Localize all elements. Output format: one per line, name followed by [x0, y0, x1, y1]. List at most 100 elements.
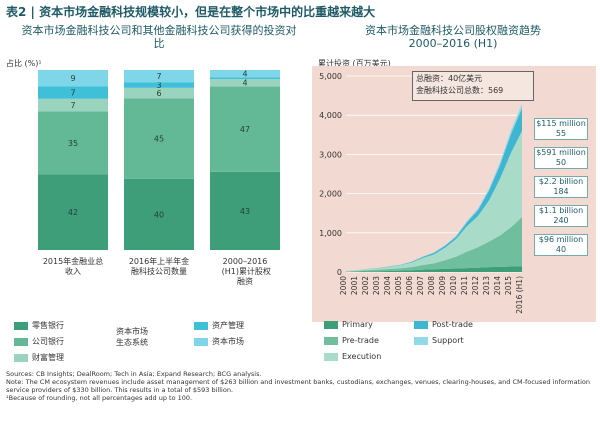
legend-swatch-posttrade: [414, 320, 428, 329]
right-y-axis-label: 累计投资 (百万美元): [318, 59, 391, 68]
total-funding-line2: 金融科技公司总数：569: [416, 86, 504, 95]
area-series-execution: [346, 130, 522, 272]
legend-swatch-primary: [324, 320, 338, 329]
legend-item-retail: 零售银行: [14, 320, 64, 331]
bar-segment: [124, 178, 194, 250]
legend-label-wealth: 财富管理: [32, 353, 64, 362]
value-box-amount: $1.1 billion: [538, 206, 584, 215]
x-category-label: 2000–2016 (H1)累计股权融资: [219, 257, 271, 286]
legend-swatch-pretrade: [324, 336, 338, 345]
bar-value-label: 3: [156, 81, 161, 90]
x-tick-label: 2000: [339, 276, 348, 295]
bar-segment: [210, 70, 280, 78]
x-tick-label: 2010: [449, 276, 458, 295]
value-box-count: 50: [555, 158, 567, 167]
legend-swatch-support: [414, 336, 428, 345]
bar-value-label: 43: [240, 207, 250, 216]
bar-segment: [210, 86, 280, 172]
x-tick-label: 2013: [482, 276, 491, 295]
bar-segment: [38, 70, 108, 87]
bar-segment: [124, 82, 194, 88]
x-category-label: 2015年金融业总收入: [43, 256, 103, 276]
x-category-label: 2016年上半年金融科技公司数量: [129, 256, 189, 276]
bar-segment: [124, 98, 194, 179]
right-legend: Primary Post-trade Pre-trade Support Exe…: [318, 316, 594, 368]
left-stacked-bar-chart: 42357792015年金融业总收入40456372016年上半年金融科技公司数…: [38, 70, 280, 286]
legend-label-support: Support: [432, 336, 464, 345]
bar-segment: [38, 111, 108, 175]
legend-label-asset: 资产管理: [212, 321, 244, 330]
bar-segment: [38, 98, 108, 112]
bar-value-label: 7: [70, 101, 75, 110]
y-tick-label: 0: [337, 268, 342, 277]
value-box-count: 40: [555, 245, 567, 254]
left-y-axis-label: 占比 (%)¹: [6, 59, 42, 68]
bar-segment: [210, 77, 280, 80]
value-box-count: 184: [553, 187, 569, 196]
area-series-pre-trade: [346, 217, 522, 272]
legend-item-pretrade: Pre-trade: [324, 336, 379, 345]
bar-value-label: 4: [242, 79, 247, 88]
bar-value-label: 6: [156, 89, 161, 98]
legend-label-corporate: 公司银行: [32, 337, 64, 346]
bar-value-label: 7: [70, 89, 75, 98]
x-tick-label: 2005: [394, 276, 403, 295]
y-tick-label: 3,000: [319, 150, 342, 159]
value-box: $591 million 50: [534, 147, 588, 169]
x-tick-label: 2006: [405, 276, 414, 295]
x-tick-label: 2015: [504, 276, 513, 295]
legend-item-support: Support: [414, 336, 464, 345]
bar-segment: [124, 87, 194, 99]
value-box: $115 million 55: [534, 118, 588, 140]
value-box: $1.1 billion 240: [534, 205, 588, 227]
left-legend: 零售银行 公司银行 财富管理 资本市场 生态系统 资产管理 资本市场: [8, 316, 308, 368]
x-tick-label: 2007: [416, 276, 425, 295]
legend-item-posttrade: Post-trade: [414, 320, 473, 329]
y-tick-label: 1,000: [319, 229, 342, 238]
y-tick-label: 4,000: [319, 111, 342, 120]
legend-label-retail: 零售银行: [32, 321, 64, 330]
legend-item-capital: 资本市场: [194, 336, 244, 347]
legend-item-primary: Primary: [324, 320, 373, 329]
legend-label-primary: Primary: [342, 320, 373, 329]
value-box-amount: $115 million: [536, 119, 586, 128]
x-tick-label: 2014: [493, 276, 502, 295]
y-tick-label: 2,000: [319, 190, 342, 199]
footnote-sources: Sources: CB Insights; DealRoom; Tech in …: [6, 370, 262, 378]
legend-label-pretrade: Pre-trade: [342, 336, 379, 345]
x-tick-label: 2011: [460, 276, 469, 295]
bar-segment: [124, 70, 194, 83]
bar-value-label: 45: [154, 135, 164, 144]
right-subtitle-line1: 资本市场金融科技公司股权融资趋势: [365, 24, 541, 37]
legend-swatch-wealth: [14, 353, 28, 362]
total-funding-box: 总融资：40亿美元 金融科技公司总数：569: [412, 71, 534, 101]
x-tick-label: 2009: [438, 276, 447, 295]
bar-segment: [210, 171, 280, 250]
legend-swatch-asset: [194, 321, 208, 330]
left-chart-subtitle: 资本市场金融科技公司和其他金融科技公司获得的投资对比: [21, 24, 297, 50]
x-tick-label: 2004: [383, 276, 392, 295]
footnote-rounding: ¹Because of rounding, not all percentage…: [6, 394, 193, 402]
x-tick-label: 2008: [427, 276, 436, 295]
value-box-amount: $2.2 billion: [538, 177, 584, 186]
bar-value-label: 47: [240, 125, 250, 134]
value-box: $96 million 40: [534, 234, 588, 256]
title-bar: 表2 | 资本市场金融科技规模较小，但是在整个市场中的比重越来越大: [0, 0, 600, 22]
x-tick-label: 2003: [372, 276, 381, 295]
bar-segment: [38, 174, 108, 250]
legend-item-wealth: 财富管理: [14, 352, 64, 363]
bar-segment: [210, 79, 280, 87]
value-box-count: 240: [553, 216, 569, 225]
legend-item-execution: Execution: [324, 352, 381, 361]
bar-segment: [38, 86, 108, 99]
value-box-amount: $96 million: [538, 235, 584, 244]
bar-value-label: 40: [154, 210, 164, 219]
total-funding-line1: 总融资：40亿美元: [416, 74, 483, 83]
value-box-count: 55: [555, 129, 567, 138]
legend-label-posttrade: Post-trade: [432, 320, 473, 329]
legend-label-capital: 资本市场: [212, 337, 244, 346]
area-series-primary: [346, 266, 522, 272]
legend-item-corporate: 公司银行: [14, 336, 64, 347]
x-tick-label: 2016 (H1): [515, 276, 524, 314]
legend-swatch-corporate: [14, 337, 28, 346]
